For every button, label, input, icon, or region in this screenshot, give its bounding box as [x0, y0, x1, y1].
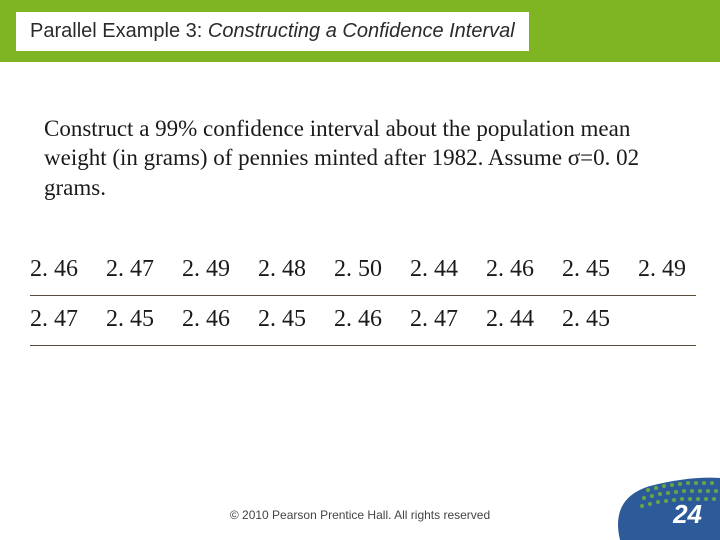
cell: 2. 47	[30, 306, 88, 333]
data-table: 2. 46 2. 47 2. 49 2. 48 2. 50 2. 44 2. 4…	[0, 202, 720, 346]
title-box: Parallel Example 3: Constructing a Confi…	[16, 12, 529, 51]
cell: 2. 46	[486, 256, 544, 283]
title-prefix: Parallel Example 3:	[30, 20, 208, 42]
title-bar: Parallel Example 3: Constructing a Confi…	[0, 0, 720, 62]
cell: 2. 46	[334, 306, 392, 333]
page-number: 24	[673, 499, 702, 530]
cell: 2. 46	[30, 256, 88, 283]
cell: 2. 49	[182, 256, 240, 283]
cell: 2. 45	[562, 306, 620, 333]
cell: 2. 44	[410, 256, 468, 283]
cell: 2. 50	[334, 256, 392, 283]
cell: 2. 46	[182, 306, 240, 333]
data-row-1: 2. 46 2. 47 2. 49 2. 48 2. 50 2. 44 2. 4…	[30, 246, 696, 296]
cell: 2. 45	[106, 306, 164, 333]
cell: 2. 47	[410, 306, 468, 333]
cell: 2. 45	[258, 306, 316, 333]
cell: 2. 47	[106, 256, 164, 283]
cell: 2. 48	[258, 256, 316, 283]
title-italic: Constructing a Confidence Interval	[208, 20, 515, 42]
body-paragraph: Construct a 99% confidence interval abou…	[0, 62, 720, 202]
cell: 2. 44	[486, 306, 544, 333]
data-row-2: 2. 47 2. 45 2. 46 2. 45 2. 46 2. 47 2. 4…	[30, 296, 696, 346]
cell: 2. 49	[638, 256, 696, 283]
cell: 2. 45	[562, 256, 620, 283]
